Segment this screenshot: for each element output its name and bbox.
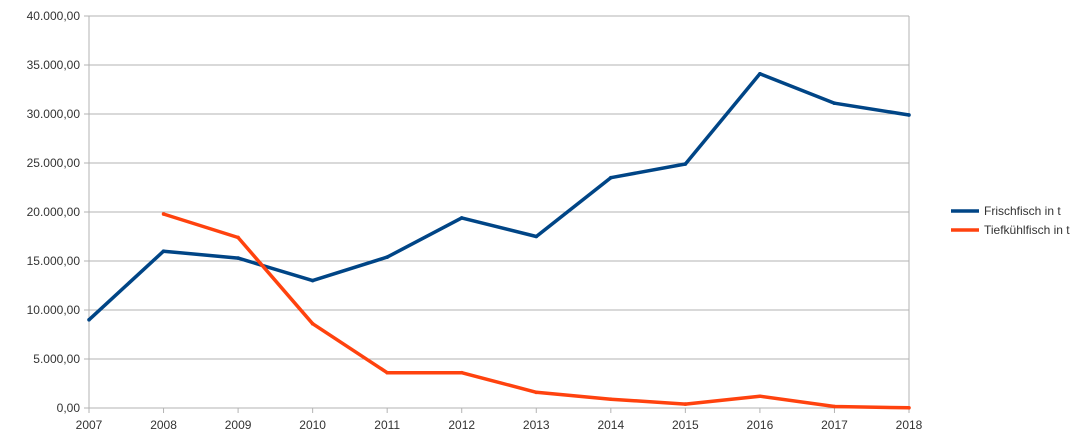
data-point	[907, 406, 911, 410]
data-point	[459, 216, 464, 220]
data-point	[385, 370, 389, 375]
grid-layer	[89, 15, 909, 409]
x-tick-label: 2013	[523, 418, 550, 432]
legend-item: Tiefkühlfisch in t	[951, 223, 1070, 237]
axis-layer: 0,00 5.000,00 10.000,00 15.000,00 20.000,00 2…	[27, 9, 923, 432]
legend-label: Tiefkühlfisch in t	[984, 223, 1070, 237]
x-tick-label: 2009	[225, 418, 252, 432]
data-point	[161, 249, 166, 253]
y-tick-label: 0,00	[57, 401, 81, 415]
x-tick-label: 2012	[448, 418, 475, 432]
series-line-1	[162, 212, 910, 410]
y-tick-label: 30.000,00	[27, 107, 81, 121]
data-point	[758, 394, 762, 399]
y-tick-label: 5.000,00	[33, 352, 80, 366]
x-tick-label: 2014	[597, 418, 624, 432]
x-tick-label: 2008	[150, 418, 177, 432]
x-tick-label: 2015	[672, 418, 699, 432]
data-point	[832, 101, 837, 106]
x-tick-label: 2007	[76, 418, 103, 432]
series-layer	[87, 72, 911, 410]
data-point	[236, 256, 240, 260]
legend-item: Frischfisch in t	[951, 204, 1061, 218]
data-point	[683, 402, 688, 406]
x-tick-label: 2017	[821, 418, 848, 432]
data-point	[609, 397, 613, 401]
y-tick-label: 20.000,00	[27, 205, 81, 219]
x-tick-label: 2018	[896, 418, 923, 432]
x-tick-label: 2010	[299, 418, 326, 432]
data-point	[832, 404, 837, 409]
x-tick-label: 2016	[747, 418, 774, 432]
data-point	[758, 72, 762, 76]
y-tick-label: 25.000,00	[27, 156, 81, 170]
data-point	[161, 212, 166, 216]
data-point	[683, 162, 688, 166]
data-point	[459, 370, 464, 375]
x-tick-label: 2011	[374, 418, 400, 432]
y-tick-label: 10.000,00	[27, 303, 81, 317]
data-point	[385, 255, 389, 259]
y-tick-label: 40.000,00	[27, 9, 81, 23]
y-tick-label: 15.000,00	[27, 254, 81, 268]
legend: Frischfisch in t Tiefkühlfisch in t	[951, 204, 1070, 237]
data-point	[907, 113, 911, 117]
legend-label: Frischfisch in t	[984, 204, 1061, 218]
series-line-0	[87, 72, 910, 322]
data-point	[310, 278, 315, 283]
data-point	[87, 318, 91, 322]
data-point	[534, 390, 539, 395]
data-point	[310, 321, 315, 326]
y-tick-label: 35.000,00	[27, 58, 81, 72]
data-point	[236, 235, 240, 240]
data-point	[609, 175, 613, 180]
data-point	[534, 234, 539, 239]
